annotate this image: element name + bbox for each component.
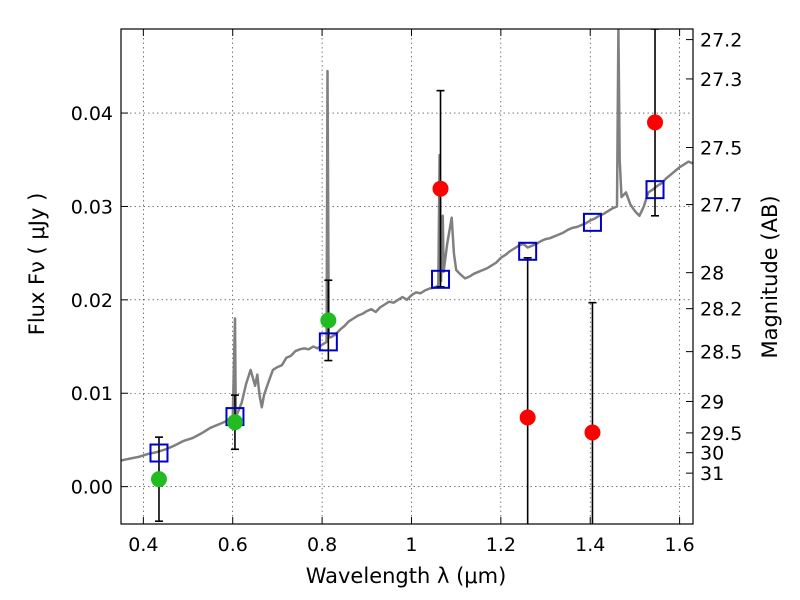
mag-tick-label: 27.3 <box>700 69 742 91</box>
grid-lines <box>121 29 693 524</box>
model-flux-square <box>431 269 451 289</box>
mag-tick-label: 27.2 <box>700 30 742 52</box>
mag-tick-label: 27.5 <box>700 138 742 160</box>
x-tick-label: 1.2 <box>486 534 516 556</box>
spectrum-layer <box>121 29 693 462</box>
y-tick-label: 0.02 <box>71 290 113 312</box>
model-flux-square <box>318 332 338 352</box>
errorbar-layer <box>154 29 660 524</box>
mag-tick-label: 28.5 <box>700 342 742 364</box>
x-tick-label: 1 <box>405 534 417 556</box>
detected-flux-point <box>150 471 167 488</box>
plot-frame <box>120 28 694 525</box>
non-detected-flux-point <box>432 180 449 197</box>
non-detected-flux-point <box>647 114 664 131</box>
mag-tick-label: 30 <box>700 443 724 465</box>
mag-tick-label: 28 <box>700 263 724 285</box>
model-flux-square <box>582 212 602 232</box>
model-flux-square <box>645 180 665 200</box>
model-layer <box>149 180 665 463</box>
axis-ticks: 0.4 0.6 0.8 1 1.2 1.4 1.6 0.00 0.01 0.02 0.03 0.04 2… <box>71 29 742 556</box>
y2-axis-label: Magnitude (AB) <box>758 195 782 358</box>
y-tick-label: 0.01 <box>71 383 113 405</box>
x-axis-label: Wavelength λ (μm) <box>306 564 507 588</box>
non-detected-flux-point <box>584 424 601 441</box>
x-tick-label: 1.4 <box>575 534 605 556</box>
x-tick-label: 0.6 <box>218 534 248 556</box>
mag-tick-label: 27.7 <box>700 195 742 217</box>
mag-tick-label: 29 <box>700 391 724 413</box>
model-flux-square <box>149 443 169 463</box>
detected-flux-point <box>226 414 243 431</box>
detected-flux-point <box>320 312 337 329</box>
mag-tick-label: 29.5 <box>700 423 742 445</box>
mag-tick-label: 31 <box>700 463 724 485</box>
mag-tick-label: 28.2 <box>700 299 742 321</box>
x-tick-label: 0.4 <box>128 534 158 556</box>
point-layer <box>150 114 664 488</box>
y-tick-label: 0.00 <box>71 477 113 499</box>
x-tick-label: 1.6 <box>664 534 694 556</box>
y-axis-label: Flux Fν ( μJy ) <box>25 193 49 336</box>
y-tick-label: 0.04 <box>71 103 113 125</box>
non-detected-flux-point <box>519 409 536 426</box>
y-tick-label: 0.03 <box>71 196 113 218</box>
x-tick-label: 0.8 <box>307 534 337 556</box>
model-spectrum-line <box>121 29 693 462</box>
model-flux-square <box>518 241 538 261</box>
